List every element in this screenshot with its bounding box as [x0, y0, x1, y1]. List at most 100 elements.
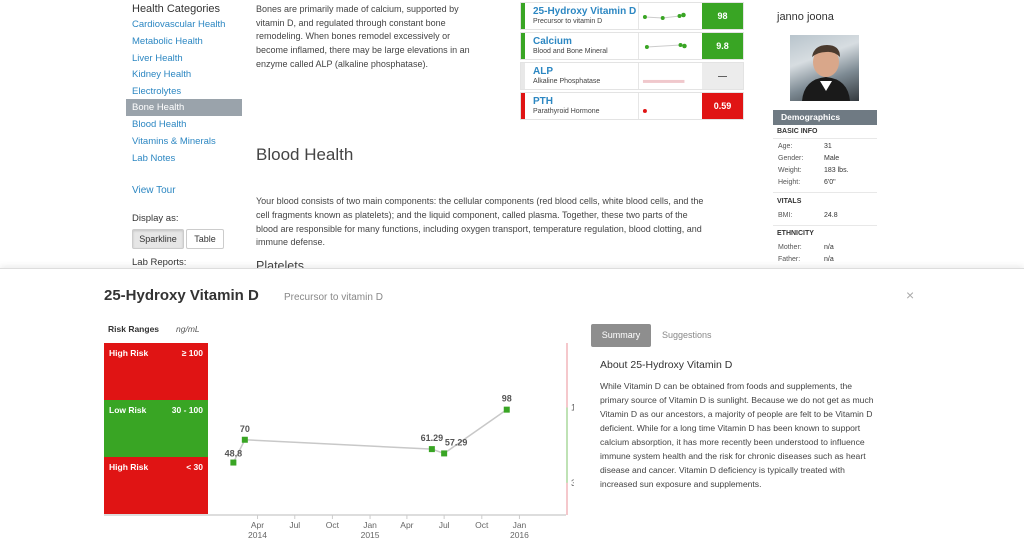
sidebar-item-electrolytes[interactable]: Electrolytes: [132, 86, 182, 97]
sidebar-item-kidney[interactable]: Kidney Health: [132, 69, 192, 80]
data-point: [503, 406, 510, 413]
data-point: [428, 446, 435, 453]
demo-key: Weight:: [778, 167, 802, 174]
bone-text-line: enzyme called ALP (alkaline phosphatase)…: [256, 59, 428, 69]
bone-text-line: remodeling. When bones remodel excessive…: [256, 31, 451, 41]
blood-text-line: Your blood consists of two main componen…: [256, 196, 704, 206]
about-line: While Vitamin D can be obtained from foo…: [600, 381, 853, 391]
section-title-blood: Blood Health: [256, 145, 354, 164]
demo-value: Male: [824, 155, 840, 162]
demo-value: 31: [824, 143, 832, 150]
sidebar-item-bone[interactable]: Bone Health: [126, 99, 242, 116]
status-bar: [521, 63, 525, 89]
about-line: calcium absorption, it has more recently…: [600, 437, 865, 447]
x-tick-label: Oct: [475, 520, 489, 530]
divider: [773, 192, 877, 193]
data-point: [441, 450, 448, 457]
ref-tick-label: 100: [571, 403, 574, 413]
sparkline: [638, 3, 686, 29]
tab-suggestions[interactable]: Suggestions: [662, 330, 712, 340]
profile-name: janno joona: [777, 11, 834, 23]
x-tick-year: 2016: [510, 530, 529, 540]
band-label: Low Risk: [109, 405, 147, 415]
avatar-image: [802, 45, 850, 101]
table-button[interactable]: Table: [186, 229, 224, 249]
view-tour-link[interactable]: View Tour: [132, 185, 176, 196]
blood-text-line: blood are responsible for many functions…: [256, 224, 702, 234]
close-icon[interactable]: ×: [906, 287, 915, 303]
sidebar-item-liver[interactable]: Liver Health: [132, 53, 183, 64]
sidebar-item-blood[interactable]: Blood Health: [132, 119, 187, 130]
demo-value: n/a: [824, 256, 834, 263]
basic-info-heading: BASIC INFO: [777, 128, 818, 135]
band-range: < 30: [186, 462, 203, 472]
demo-value: 6'0": [824, 179, 836, 186]
band-label: High Risk: [109, 462, 149, 472]
x-tick-year: 2015: [361, 530, 380, 540]
marker-name[interactable]: 25-Hydroxy Vitamin D: [533, 6, 637, 17]
band-range: 30 - 100: [171, 405, 203, 415]
sidebar-item-metabolic[interactable]: Metabolic Health: [132, 36, 203, 47]
data-label: 98: [502, 394, 512, 404]
blood-text-line: cell fragments known as platelets); and …: [256, 210, 688, 220]
demographics-header[interactable]: Demographics: [773, 110, 877, 125]
demo-key: Height:: [778, 179, 801, 186]
x-tick-label: Jan: [513, 520, 527, 530]
bone-text-line: vitamin D, and regulated through constan…: [256, 18, 446, 28]
divider: [773, 225, 877, 226]
sidebar-item-lab-notes[interactable]: Lab Notes: [132, 153, 176, 164]
demo-key: Father:: [778, 256, 801, 263]
marker-name[interactable]: Calcium: [533, 36, 572, 47]
marker-name[interactable]: ALP: [533, 66, 553, 77]
sidebar-item-vitamins[interactable]: Vitamins & Minerals: [132, 136, 216, 147]
about-line: disease and cancer. Vitamin D deficiency…: [600, 465, 845, 475]
tab-summary[interactable]: Summary: [591, 324, 651, 347]
display-as-label: Display as:: [132, 213, 179, 224]
bone-text-line: Bones are primarily made of calcium, sup…: [256, 4, 459, 14]
sidebar-item-cardiovascular[interactable]: Cardiovascular Health: [132, 19, 226, 30]
demo-key: Mother:: [778, 244, 802, 251]
ref-tick-label: 30: [571, 478, 574, 488]
x-tick-label: Jul: [439, 520, 450, 530]
marker-desc: Precursor to vitamin D: [533, 18, 603, 25]
unit-label: ng/mL: [176, 324, 200, 334]
marker-desc: Parathyroid Hormone: [533, 108, 600, 115]
detail-subtitle: Precursor to vitamin D: [284, 292, 383, 303]
divider: [773, 138, 877, 139]
about-line: deficient. While for a long time Vitamin…: [600, 423, 861, 433]
x-tick-year: 2014: [248, 530, 267, 540]
history-chart: 1003048.87061.2957.2998Apr2014JulOctJan2…: [104, 343, 574, 540]
marker-name[interactable]: PTH: [533, 96, 553, 107]
marker-desc: Blood and Bone Mineral: [533, 48, 608, 55]
lab-reports-label: Lab Reports:: [132, 257, 187, 268]
marker-row-alp[interactable]: ALP Alkaline Phosphatase —: [520, 62, 744, 90]
marker-desc: Alkaline Phosphatase: [533, 78, 601, 85]
status-bar: [521, 33, 525, 59]
demo-value: 24.8: [824, 212, 838, 219]
marker-row-vitamin-d[interactable]: 25-Hydroxy Vitamin D Precursor to vitami…: [520, 2, 744, 30]
status-bar: [521, 93, 525, 119]
detail-panel: 25-Hydroxy Vitamin D Precursor to vitami…: [0, 268, 1024, 548]
marker-row-pth[interactable]: PTH Parathyroid Hormone 0.59: [520, 92, 744, 120]
vitals-heading: VITALS: [777, 198, 802, 205]
data-label: 48.8: [225, 449, 243, 459]
about-line: immune system health and the risk for ch…: [600, 451, 866, 461]
blood-text-line: immune defense.: [256, 237, 326, 247]
ethnicity-heading: ETHNICITY: [777, 230, 814, 237]
marker-value: —: [702, 63, 743, 89]
demo-key: BMI:: [778, 212, 793, 219]
avatar: [790, 35, 859, 101]
risk-band-low: High Risk < 30: [104, 457, 208, 515]
sparkline: [638, 33, 687, 59]
sparkline-button[interactable]: Sparkline: [132, 229, 184, 249]
about-text: While Vitamin D can be obtained from foo…: [600, 379, 910, 491]
sidebar-heading: Health Categories: [132, 3, 221, 15]
marker-row-calcium[interactable]: Calcium Blood and Bone Mineral 9.8: [520, 32, 744, 60]
marker-value: 9.8: [702, 33, 743, 59]
series-line: [232, 409, 508, 463]
detail-title: 25-Hydroxy Vitamin D: [104, 287, 259, 304]
reference-normal-range: [566, 407, 568, 483]
demo-key: Gender:: [778, 155, 804, 162]
band-label: High Risk: [109, 348, 149, 358]
x-tick-label: Apr: [251, 520, 264, 530]
